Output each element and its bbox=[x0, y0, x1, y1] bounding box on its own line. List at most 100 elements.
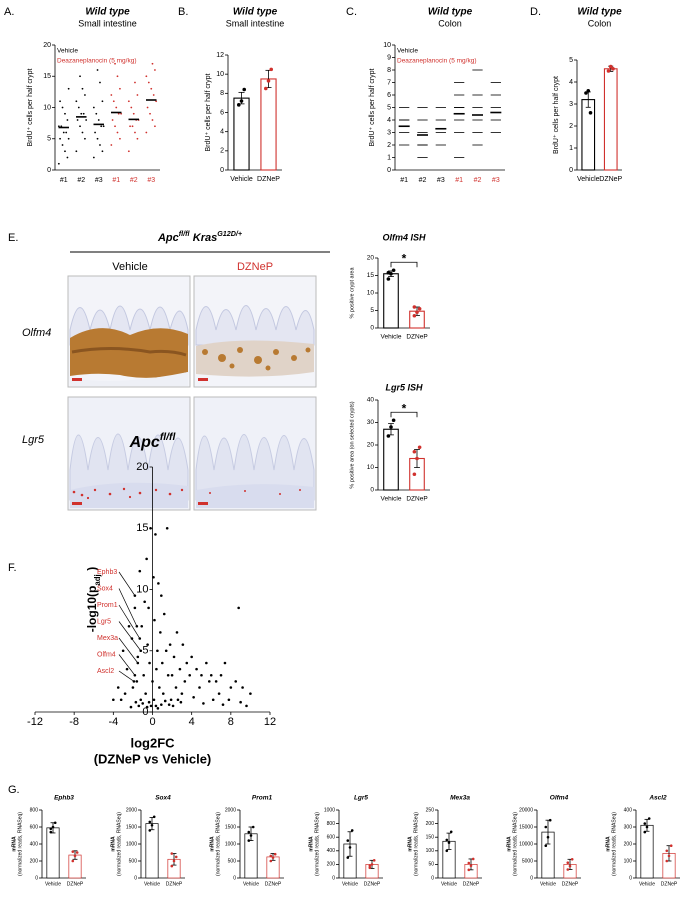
data-point bbox=[84, 137, 86, 140]
data-point bbox=[209, 673, 213, 677]
chart-title: Wild type bbox=[577, 7, 622, 18]
x-tick-label: 12 bbox=[264, 716, 276, 728]
data-point bbox=[141, 702, 145, 705]
data-point bbox=[608, 64, 613, 69]
data-point bbox=[59, 100, 61, 103]
data-point bbox=[92, 156, 95, 159]
data-point bbox=[181, 643, 185, 646]
y-tick-label: 40 bbox=[367, 397, 375, 404]
data-point bbox=[169, 698, 173, 702]
annotated-point bbox=[132, 680, 136, 683]
annotated-point bbox=[135, 624, 139, 628]
data-point bbox=[49, 827, 53, 830]
text-part: Kras bbox=[193, 232, 217, 244]
data-point bbox=[234, 680, 238, 683]
data-point bbox=[152, 698, 156, 702]
data-point bbox=[415, 456, 419, 461]
y-tick-label: 20000 bbox=[519, 807, 533, 813]
data-point bbox=[129, 125, 131, 128]
data-point bbox=[159, 631, 162, 634]
data-point bbox=[174, 855, 178, 859]
x-tick-label: -8 bbox=[69, 716, 79, 728]
y-tick-label: 3 bbox=[569, 101, 573, 108]
data-point bbox=[96, 137, 99, 140]
data-point bbox=[145, 705, 149, 709]
data-point bbox=[67, 87, 70, 90]
data-point bbox=[370, 863, 374, 866]
panel-label: E. bbox=[8, 232, 18, 244]
y-tick-label: 1 bbox=[569, 145, 573, 152]
x-tick-label: DZNeP bbox=[265, 881, 282, 887]
y-tick-label: 150 bbox=[426, 835, 435, 841]
chart-title: Prom1 bbox=[252, 795, 273, 802]
data-point bbox=[445, 849, 449, 853]
data-point bbox=[149, 526, 152, 530]
data-point bbox=[152, 575, 155, 579]
data-point bbox=[647, 817, 651, 820]
y-axis-label: mRNA bbox=[209, 836, 215, 852]
y-tick-label: 200 bbox=[30, 858, 39, 864]
y-axis-label: (normalized reads, RNASeq) bbox=[215, 812, 221, 876]
data-point bbox=[412, 472, 417, 477]
data-point bbox=[79, 125, 81, 128]
annotation-leader bbox=[118, 637, 139, 664]
annotation-label: Sox4 bbox=[97, 585, 113, 592]
annotation-leader bbox=[118, 588, 138, 627]
y-tick-label: 4 bbox=[387, 117, 391, 124]
data-point bbox=[147, 700, 151, 704]
y-axis-label: BrdU⁺ cells per half crypt bbox=[553, 76, 560, 154]
y-axis-label: BrdU⁺ cells per half crypt bbox=[369, 68, 376, 146]
data-point bbox=[53, 821, 57, 825]
y-tick-label: 400 bbox=[30, 841, 39, 847]
data-point bbox=[152, 815, 156, 819]
y-tick-label: 500 bbox=[228, 858, 237, 864]
data-point bbox=[61, 106, 64, 109]
text-part: Apc bbox=[129, 434, 160, 451]
data-point bbox=[136, 655, 140, 659]
annotated-point bbox=[133, 673, 137, 677]
data-point bbox=[164, 649, 168, 653]
y-tick-label: 1000 bbox=[126, 841, 137, 847]
data-point bbox=[667, 854, 671, 858]
data-point bbox=[584, 91, 588, 95]
y-tick-label: 0 bbox=[35, 875, 38, 881]
y-tick-label: 5000 bbox=[522, 858, 533, 864]
histology-image bbox=[67, 396, 191, 511]
data-point bbox=[150, 824, 154, 827]
y-axis-label: mRNA bbox=[308, 836, 314, 852]
data-point bbox=[119, 698, 123, 702]
legend-label: Deazaneplanocin (5 mg/kg) bbox=[397, 58, 477, 65]
data-point bbox=[179, 700, 183, 704]
bar bbox=[581, 99, 596, 171]
data-point bbox=[162, 612, 166, 616]
x-tick-label: DZNeP bbox=[166, 881, 183, 887]
data-point bbox=[131, 686, 135, 689]
data-point bbox=[171, 704, 175, 708]
data-point bbox=[170, 852, 174, 855]
data-point bbox=[119, 137, 121, 140]
data-point bbox=[133, 606, 137, 610]
x-tick-label: Vehicle bbox=[230, 176, 253, 183]
x-tick-label: Vehicle bbox=[577, 176, 600, 183]
chart-title: Wild type bbox=[85, 7, 130, 18]
data-point bbox=[77, 106, 80, 109]
x-tick-label: DZNeP bbox=[463, 881, 480, 887]
y-tick-label: 2000 bbox=[225, 807, 236, 813]
data-point bbox=[116, 75, 119, 78]
legend-label: Vehicle bbox=[397, 48, 418, 55]
data-point bbox=[412, 305, 417, 309]
x-tick-label: DZNeP bbox=[257, 176, 280, 183]
data-point bbox=[67, 137, 70, 140]
data-point bbox=[160, 703, 163, 706]
x-tick-label: #3 bbox=[492, 177, 500, 184]
y-axis-label: BrdU⁺ cells per half crypt bbox=[205, 73, 212, 151]
significance-label: * bbox=[402, 251, 407, 265]
histology-image bbox=[193, 275, 317, 388]
y-tick-label: 0 bbox=[134, 875, 137, 881]
y-tick-label: 400 bbox=[327, 848, 336, 854]
bar bbox=[383, 273, 399, 329]
data-point bbox=[242, 87, 247, 92]
data-point bbox=[372, 859, 376, 862]
x-tick-label: Vehicle bbox=[381, 496, 402, 503]
